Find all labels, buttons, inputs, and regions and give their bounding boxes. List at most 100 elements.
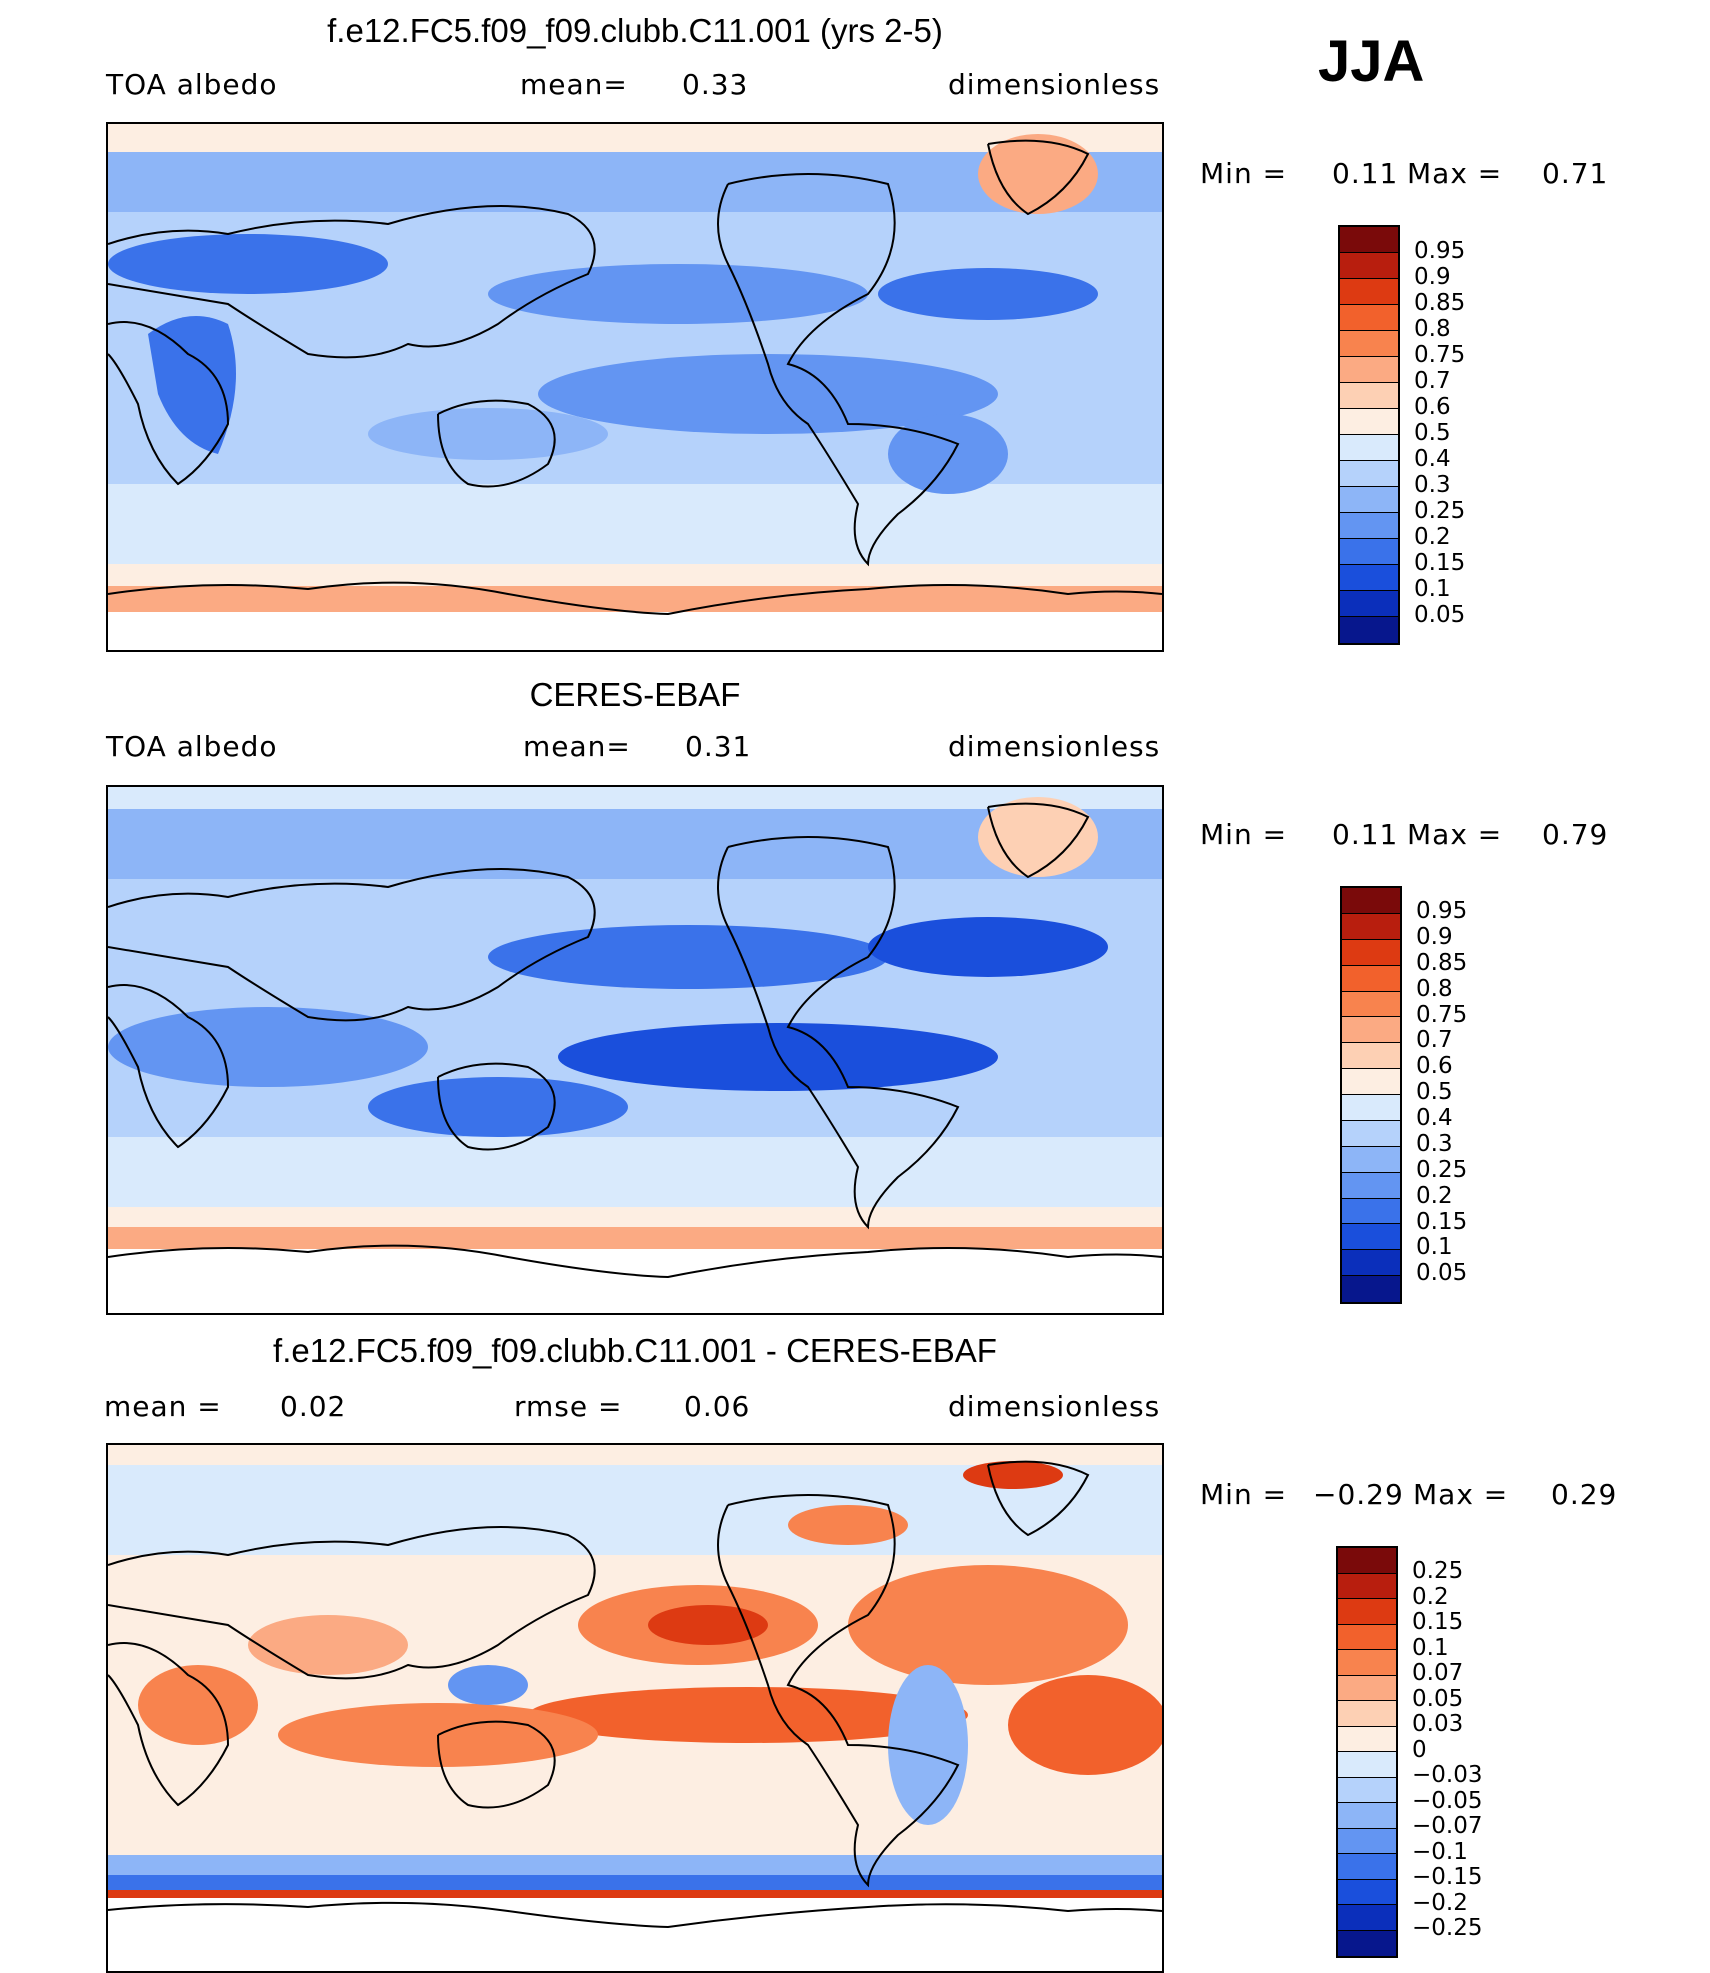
colorbar-tick-label: 0.2 (1412, 1583, 1449, 1610)
colorbar-swatch (1338, 1752, 1396, 1778)
colorbar-swatch (1340, 357, 1398, 383)
colorbar-tick-label: −0.25 (1412, 1915, 1483, 1941)
panel-2-title: CERES-EBAF (529, 676, 741, 713)
colorbar-swatch (1342, 1250, 1400, 1277)
colorbar-swatch (1338, 1828, 1396, 1854)
colorbar-tick-label: 0.05 (1416, 1260, 1468, 1287)
colorbar-swatch (1340, 409, 1398, 435)
panel-3-map-svg (108, 1445, 1162, 1956)
colorbar-swatch (1342, 1069, 1400, 1095)
colorbar-tick-label: −0.15 (1412, 1864, 1483, 1890)
colorbar-tick-label: 0.03 (1412, 1711, 1464, 1737)
colorbar-tick-label: −0.2 (1412, 1889, 1468, 1916)
colorbar-tick-label: 0.95 (1416, 898, 1468, 924)
panel-1-map-svg (108, 124, 1162, 650)
colorbar-tick-label: 0.07 (1412, 1660, 1464, 1686)
panel-3-map (106, 1443, 1164, 1973)
colorbar-tick-label: 0.1 (1416, 1234, 1453, 1261)
panel-1-units-label: dimensionless (948, 68, 1161, 101)
colorbar-swatch (1340, 305, 1398, 331)
colorbar-tick-label: 0.75 (1414, 342, 1466, 368)
colorbar-swatch (1342, 913, 1400, 940)
colorbar-swatch (1342, 1276, 1400, 1302)
panel-3-max-label: Max = (1413, 1478, 1509, 1511)
panel-1-map (106, 122, 1164, 652)
colorbar-swatch (1338, 1548, 1396, 1574)
colorbar-tick-label: 0.25 (1414, 498, 1466, 524)
colorbar-tick-label: 0.4 (1416, 1105, 1453, 1131)
colorbar-swatch (1338, 1854, 1396, 1880)
colorbar-tick-label: −0.05 (1412, 1787, 1483, 1814)
colorbar-swatch (1338, 1777, 1396, 1803)
colorbar-swatch (1340, 383, 1398, 409)
colorbar-swatch (1342, 1017, 1400, 1044)
panel-3-max-value: 0.29 (1551, 1478, 1618, 1511)
colorbar-swatch (1338, 1930, 1396, 1956)
colorbar-swatch (1342, 939, 1400, 966)
colorbar-swatch (1340, 539, 1398, 565)
panel-2-min-value: 0.11 (1332, 818, 1399, 851)
panel-3-mean-label: mean = (104, 1390, 222, 1423)
colorbar-swatch (1338, 1803, 1396, 1829)
colorbar-tick-label: 0.25 (1416, 1156, 1468, 1183)
colorbar-swatch (1340, 331, 1398, 357)
panel-2-colorbar (1340, 886, 1402, 1304)
colorbar-swatch (1342, 1043, 1400, 1070)
colorbar-tick-label: 0.15 (1416, 1208, 1468, 1235)
colorbar-tick-label: −0.03 (1412, 1762, 1483, 1788)
panel-1-mean-label: mean= (520, 68, 628, 101)
panel-3-mean-value: 0.02 (280, 1390, 347, 1423)
panel-3-colorbar (1336, 1546, 1398, 1958)
colorbar-tick-label: 0.9 (1414, 264, 1451, 290)
colorbar-swatch (1338, 1726, 1396, 1752)
colorbar-swatch (1342, 1120, 1400, 1147)
colorbar-tick-label: 0.6 (1414, 394, 1451, 420)
colorbar-swatch (1340, 591, 1398, 617)
colorbar-tick-label: −0.07 (1412, 1813, 1483, 1839)
colorbar-swatch (1340, 487, 1398, 513)
colorbar-tick-label: 0.8 (1416, 975, 1453, 1002)
panel-1-variable-label: TOA albedo (106, 68, 278, 101)
colorbar-tick-label: 0.4 (1414, 446, 1451, 472)
colorbar-tick-label: 0.2 (1416, 1182, 1453, 1209)
colorbar-tick-label: 0.75 (1416, 1001, 1468, 1028)
colorbar-tick-label: 0.85 (1416, 949, 1468, 976)
colorbar-swatch (1342, 1224, 1400, 1251)
colorbar-swatch (1340, 461, 1398, 487)
colorbar-tick-label: −0.1 (1412, 1838, 1468, 1865)
colorbar-tick-label: 0.9 (1416, 923, 1453, 950)
colorbar-swatch (1342, 1095, 1400, 1121)
panel-2-max-value: 0.79 (1542, 818, 1609, 851)
panel-3-title: f.e12.FC5.f09_f09.clubb.C11.001 - CERES-… (273, 1332, 997, 1369)
panel-2-map-svg (108, 787, 1162, 1313)
panel-2-mean-label: mean= (523, 730, 631, 763)
colorbar-tick-label: 0.1 (1414, 576, 1451, 602)
colorbar-swatch (1338, 1675, 1396, 1701)
colorbar-tick-label: 0.5 (1416, 1079, 1453, 1106)
colorbar-swatch (1342, 1146, 1400, 1173)
panel-3-min-label: Min = (1200, 1478, 1288, 1511)
colorbar-swatch (1340, 565, 1398, 591)
colorbar-swatch (1338, 1624, 1396, 1650)
colorbar-swatch (1338, 1573, 1396, 1599)
panel-2-variable-label: TOA albedo (106, 730, 278, 763)
colorbar-swatch (1340, 227, 1398, 253)
colorbar-tick-label: 0.5 (1414, 420, 1451, 446)
colorbar-tick-label: 0 (1412, 1736, 1427, 1763)
season-label: JJA (1318, 29, 1425, 94)
colorbar-tick-label: 0.05 (1414, 602, 1466, 628)
colorbar-swatch (1340, 279, 1398, 305)
colorbar-swatch (1342, 1198, 1400, 1225)
panel-2-max-label: Max = (1407, 818, 1503, 851)
colorbar-swatch (1340, 253, 1398, 279)
colorbar-tick-label: 0.7 (1416, 1027, 1453, 1054)
colorbar-swatch (1342, 888, 1400, 914)
panel-1-colorbar (1338, 225, 1400, 645)
colorbar-swatch (1338, 1650, 1396, 1676)
colorbar-swatch (1340, 435, 1398, 461)
panel-1-min-label: Min = (1200, 157, 1288, 190)
colorbar-tick-label: 0.8 (1414, 316, 1451, 342)
panel-1-max-label: Max = (1407, 157, 1503, 190)
panel-3-rmse-label: rmse = (514, 1390, 623, 1423)
colorbar-swatch (1342, 965, 1400, 992)
